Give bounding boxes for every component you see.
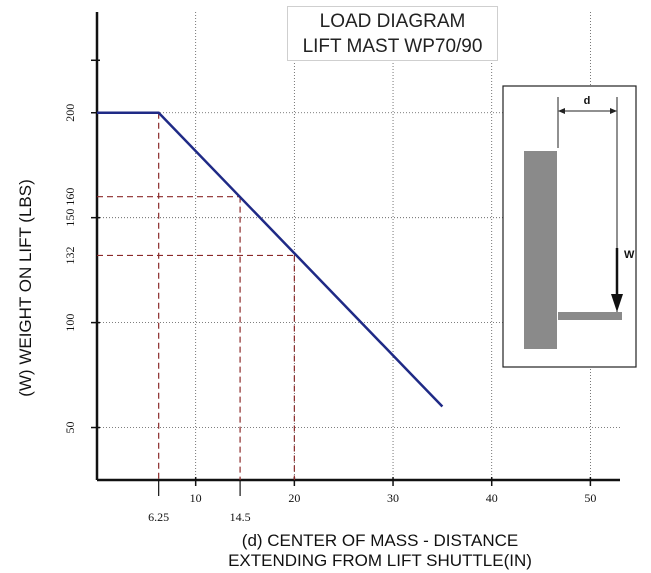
lift-shuttle-arm xyxy=(558,312,622,320)
chart-title-line2: LIFT MAST WP70/90 xyxy=(302,36,483,57)
load-line xyxy=(97,111,444,408)
x-tick-label: 50 xyxy=(584,491,596,505)
w-arrow-head xyxy=(611,294,623,312)
reference-y-label: 160 xyxy=(63,188,77,206)
w-label: W xyxy=(624,249,635,261)
x-tick-label: 10 xyxy=(190,491,202,505)
mast-column xyxy=(524,151,557,349)
x-tick-label: 30 xyxy=(387,491,399,505)
inset-frame xyxy=(502,85,637,368)
y-tick-label: 200 xyxy=(63,104,77,122)
d-arrow-left xyxy=(558,108,565,114)
d-arrow-right xyxy=(610,108,617,114)
x-axis-label-line2: EXTENDING FROM LIFT SHUTTLE(IN) xyxy=(228,551,532,570)
y-tick-label: 100 xyxy=(63,314,77,332)
x-axis-label-line1: (d) CENTER OF MASS - DISTANCE xyxy=(241,531,519,550)
reference-y-label: 132 xyxy=(63,246,77,264)
y-tick-label: 150 xyxy=(63,209,77,227)
y-axis-label: (W) WEIGHT ON LIFT (LBS) xyxy=(16,179,35,397)
x-tick-label: 40 xyxy=(486,491,498,505)
reference-x-label: 14.5 xyxy=(230,510,251,524)
x-tick-label: 20 xyxy=(288,491,300,505)
inset-diagram: dW xyxy=(502,85,637,368)
x-axis-label: (d) CENTER OF MASS - DISTANCE EXTENDING … xyxy=(180,531,580,571)
y-tick-label: 50 xyxy=(63,422,77,434)
reference-x-label: 6.25 xyxy=(148,510,169,524)
d-label: d xyxy=(584,95,591,107)
chart-title: LOAD DIAGRAM LIFT MAST WP70/90 xyxy=(287,6,498,61)
chart-title-line1: LOAD DIAGRAM xyxy=(319,11,466,32)
